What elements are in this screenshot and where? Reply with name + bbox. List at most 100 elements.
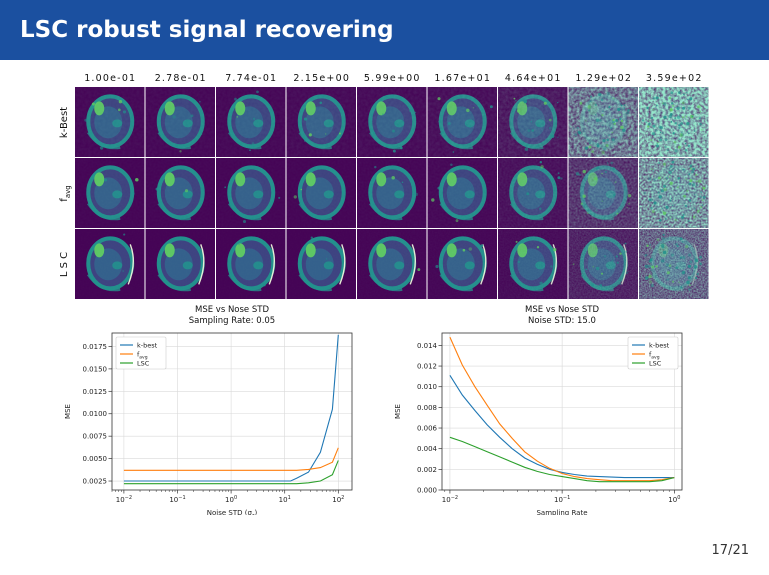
mri-image (75, 229, 145, 299)
row-label-sub: avg (64, 185, 72, 198)
series-line (449, 336, 675, 482)
mri-image (357, 158, 427, 228)
x-tick-base: 10 (442, 496, 451, 504)
mri-image (357, 229, 427, 299)
legend-label-main: LSC (137, 360, 150, 368)
mri-image (75, 87, 145, 157)
legend-label-sub: avg (651, 356, 659, 361)
x-tick-exp: 0 (234, 495, 237, 501)
mri-image (427, 229, 497, 299)
y-axis-label: MSE (394, 404, 402, 419)
row-label: favg (59, 185, 72, 201)
row-label-main: f (59, 198, 70, 202)
y-tick-label: 0.002 (417, 466, 437, 474)
legend-label: LSC (649, 360, 662, 368)
y-tick-label: 0.0175 (83, 343, 108, 351)
y-tick-label: 0.000 (417, 487, 437, 495)
plot-frame (111, 332, 353, 491)
x-tick-label: 10−1 (554, 495, 570, 504)
y-tick-label: 0.006 (417, 425, 438, 433)
mri-image (216, 158, 286, 228)
x-tick-base: 10 (225, 496, 234, 504)
x-tick-label: 100 (225, 495, 237, 504)
column-label: 7.74e-01 (225, 73, 277, 84)
x-tick-label: 100 (668, 495, 680, 504)
x-tick-base: 10 (169, 496, 178, 504)
x-axis-label-sub: z (252, 513, 255, 515)
legend-label: k-best (649, 342, 670, 350)
y-axis-label: MSE (64, 404, 72, 419)
column-label: 1.29e+02 (575, 73, 632, 84)
column-label: 5.99e+00 (364, 73, 421, 84)
chart-subtitle: Sampling Rate: 0.05 (189, 316, 275, 326)
y-tick-label: 0.008 (417, 404, 437, 412)
x-tick-label: 10−1 (169, 495, 185, 504)
column-label: 4.64e+01 (505, 73, 562, 84)
mri-image (357, 87, 427, 157)
mri-image (75, 158, 145, 228)
row-label: L S C (59, 252, 70, 277)
y-tick-label: 0.014 (417, 342, 438, 350)
mri-image (639, 87, 709, 157)
y-tick-label: 0.0125 (83, 388, 108, 396)
chart-title: MSE vs Nose STD (525, 305, 599, 315)
x-tick-exp: −1 (178, 495, 185, 501)
legend-label-main: f (137, 351, 140, 359)
column-label: 1.00e-01 (84, 73, 136, 84)
page-number: 17/21 (711, 543, 749, 558)
mri-image (498, 229, 568, 299)
legend-label-main: LSC (649, 360, 662, 368)
x-tick-label: 102 (332, 495, 344, 504)
x-axis-label: Sampling Rate (536, 509, 587, 515)
series-line (449, 436, 675, 483)
image-grid: 1.00e-01 2.78e-01 7.74e-01 2.15e+00 5.99e+00… (59, 73, 709, 299)
column-label: 1.67e+01 (434, 73, 491, 84)
mri-image (427, 87, 497, 157)
y-tick-label: 0.0075 (83, 433, 108, 441)
legend-label: k-best (137, 342, 158, 350)
x-axis-label: Noise STD (σz) (207, 509, 258, 515)
x-tick-exp: −1 (563, 495, 570, 501)
x-tick-exp: 2 (341, 495, 344, 501)
row-label-main: k-Best (59, 107, 70, 138)
x-axis-label-main: Noise STD (σ (207, 509, 253, 515)
slide-title: LSC robust signal recovering (20, 17, 394, 43)
x-tick-label: 101 (279, 495, 291, 504)
mri-image (498, 158, 568, 228)
mri-image (427, 158, 497, 228)
x-tick-exp: −2 (125, 495, 132, 501)
row-label-main: L S C (59, 252, 70, 277)
y-tick-label: 0.010 (417, 383, 437, 391)
plot-frame (441, 332, 683, 491)
series-line (449, 375, 675, 479)
row-label: k-Best (59, 107, 70, 138)
title-bar: LSC robust signal recovering (0, 0, 769, 60)
x-tick-base: 10 (116, 496, 125, 504)
x-axis-label-main: Sampling Rate (536, 509, 587, 515)
legend-label: favg (649, 351, 660, 361)
mri-image (568, 158, 638, 228)
mri-image (639, 229, 709, 299)
mri-image (216, 229, 286, 299)
legend-label-main: k-best (137, 342, 158, 350)
column-label: 2.78e-01 (155, 73, 207, 84)
mri-image (145, 229, 215, 299)
mri-image (216, 87, 286, 157)
y-tick-label: 0.0150 (83, 365, 108, 373)
y-tick-label: 0.004 (417, 445, 438, 453)
x-tick-base: 10 (332, 496, 341, 504)
y-tick-label: 0.0050 (83, 455, 108, 463)
x-tick-label: 10−2 (116, 495, 132, 504)
mri-image (145, 158, 215, 228)
column-label: 3.59e+02 (646, 73, 703, 84)
legend-label-main: f (649, 351, 652, 359)
series-line (123, 334, 339, 482)
mri-image (286, 87, 356, 157)
y-tick-label: 0.0100 (83, 410, 108, 418)
x-tick-exp: 0 (677, 495, 680, 501)
mri-image (286, 229, 356, 299)
x-tick-base: 10 (668, 496, 677, 504)
